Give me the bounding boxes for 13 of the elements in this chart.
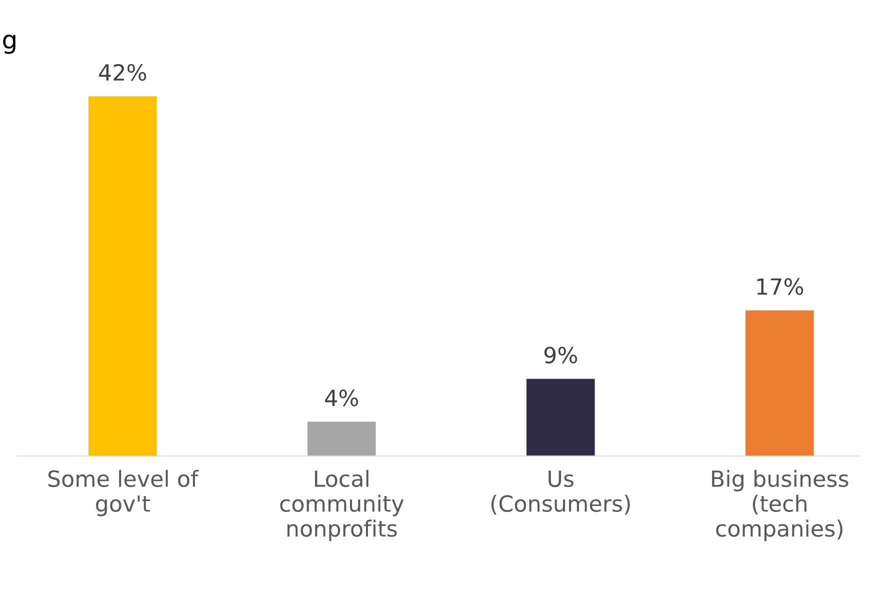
data-label: 42% bbox=[99, 64, 146, 81]
bar bbox=[526, 378, 595, 456]
bar bbox=[88, 96, 157, 456]
x-tick-label: Us (Consumers) bbox=[491, 470, 630, 515]
data-label: 17% bbox=[757, 278, 804, 295]
bar bbox=[307, 422, 376, 456]
x-tick-label: Some level of gov't bbox=[48, 470, 199, 516]
x-tick-label: Local community nonprofits bbox=[280, 470, 404, 542]
data-label: 9% bbox=[544, 346, 578, 364]
x-tick-label: Big business (tech companies) bbox=[712, 470, 848, 542]
text: g bbox=[3, 34, 16, 54]
bar bbox=[745, 310, 814, 456]
data-label: 4% bbox=[325, 390, 358, 406]
